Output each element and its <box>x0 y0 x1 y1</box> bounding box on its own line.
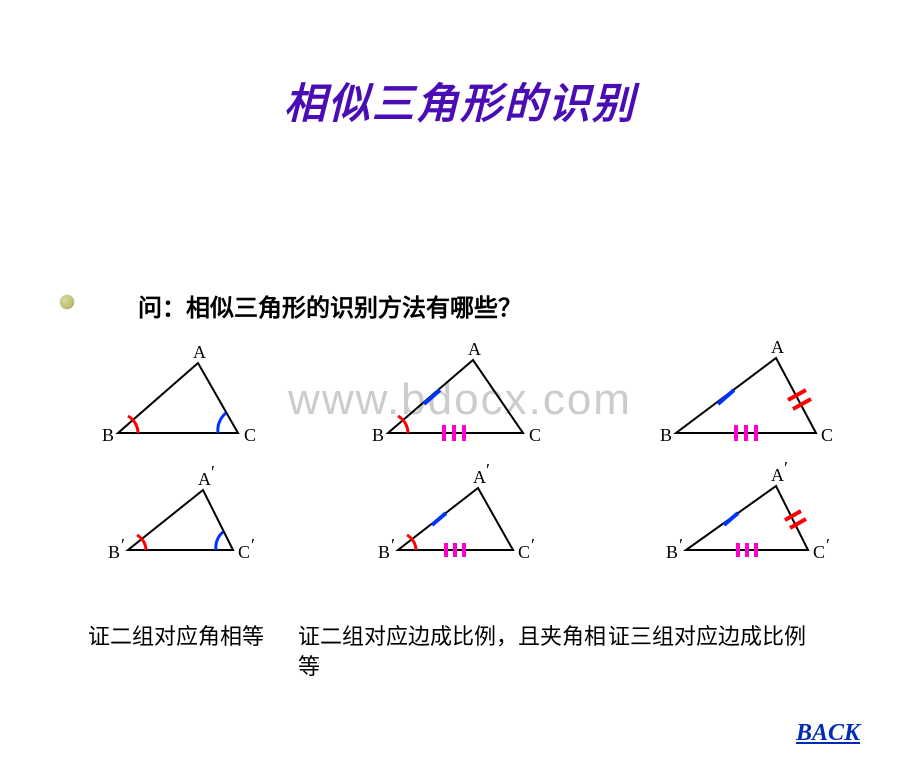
svg-text:′: ′ <box>679 535 683 555</box>
triangle-1-bottom: A′ B′ C′ <box>88 460 268 575</box>
triangle-3-bottom: A′ B′ C′ <box>648 460 848 575</box>
caption-aa: 证二组对应角相等 <box>88 622 298 681</box>
svg-text:C: C <box>529 425 541 445</box>
svg-text:C: C <box>518 542 530 562</box>
caption-sss: 证三组对应边成比例 <box>608 622 828 681</box>
col-sss: A B C A′ B′ C′ <box>648 338 848 575</box>
svg-text:C: C <box>238 542 250 562</box>
svg-text:′: ′ <box>826 535 830 555</box>
caption-sas: 证二组对应边成比例，且夹角相等 <box>298 622 608 681</box>
svg-text:A: A <box>771 338 784 357</box>
triangle-2-top: A B C <box>358 338 558 460</box>
svg-text:B: B <box>108 542 120 562</box>
svg-text:′: ′ <box>211 462 215 482</box>
svg-text:′: ′ <box>251 535 255 555</box>
page-title: 相似三角形的识别 <box>0 70 920 131</box>
back-link[interactable]: BACK <box>796 720 860 747</box>
bullet-dot <box>60 295 74 309</box>
svg-text:A: A <box>771 465 784 485</box>
svg-text:′: ′ <box>486 460 490 480</box>
svg-text:B: B <box>102 425 114 445</box>
svg-text:′: ′ <box>391 535 395 555</box>
svg-text:B: B <box>372 425 384 445</box>
svg-text:′: ′ <box>784 460 788 478</box>
svg-text:′: ′ <box>531 535 535 555</box>
col-aa: A B C A′ B′ C′ <box>88 338 268 575</box>
svg-text:A: A <box>193 342 206 362</box>
col-sas: A B C A′ B′ C′ <box>358 338 558 575</box>
svg-text:C: C <box>821 425 833 445</box>
svg-text:C: C <box>813 542 825 562</box>
captions-row: 证二组对应角相等 证二组对应边成比例，且夹角相等 证三组对应边成比例 <box>88 622 858 681</box>
svg-text:B: B <box>666 542 678 562</box>
triangle-3-top: A B C <box>648 338 848 460</box>
svg-text:B: B <box>660 425 672 445</box>
svg-text:B: B <box>378 542 390 562</box>
svg-text:A: A <box>468 339 481 359</box>
triangle-2-bottom: A′ B′ C′ <box>358 460 558 575</box>
svg-text:A: A <box>198 469 211 489</box>
question-text: 问：相似三角形的识别方法有哪些？ <box>138 288 522 323</box>
svg-text:A: A <box>473 467 486 487</box>
diagram-grid: A B C A′ B′ C′ A B C <box>88 338 848 575</box>
triangle-1-top: A B C <box>88 338 268 460</box>
svg-text:′: ′ <box>121 535 125 555</box>
svg-text:C: C <box>244 425 256 445</box>
